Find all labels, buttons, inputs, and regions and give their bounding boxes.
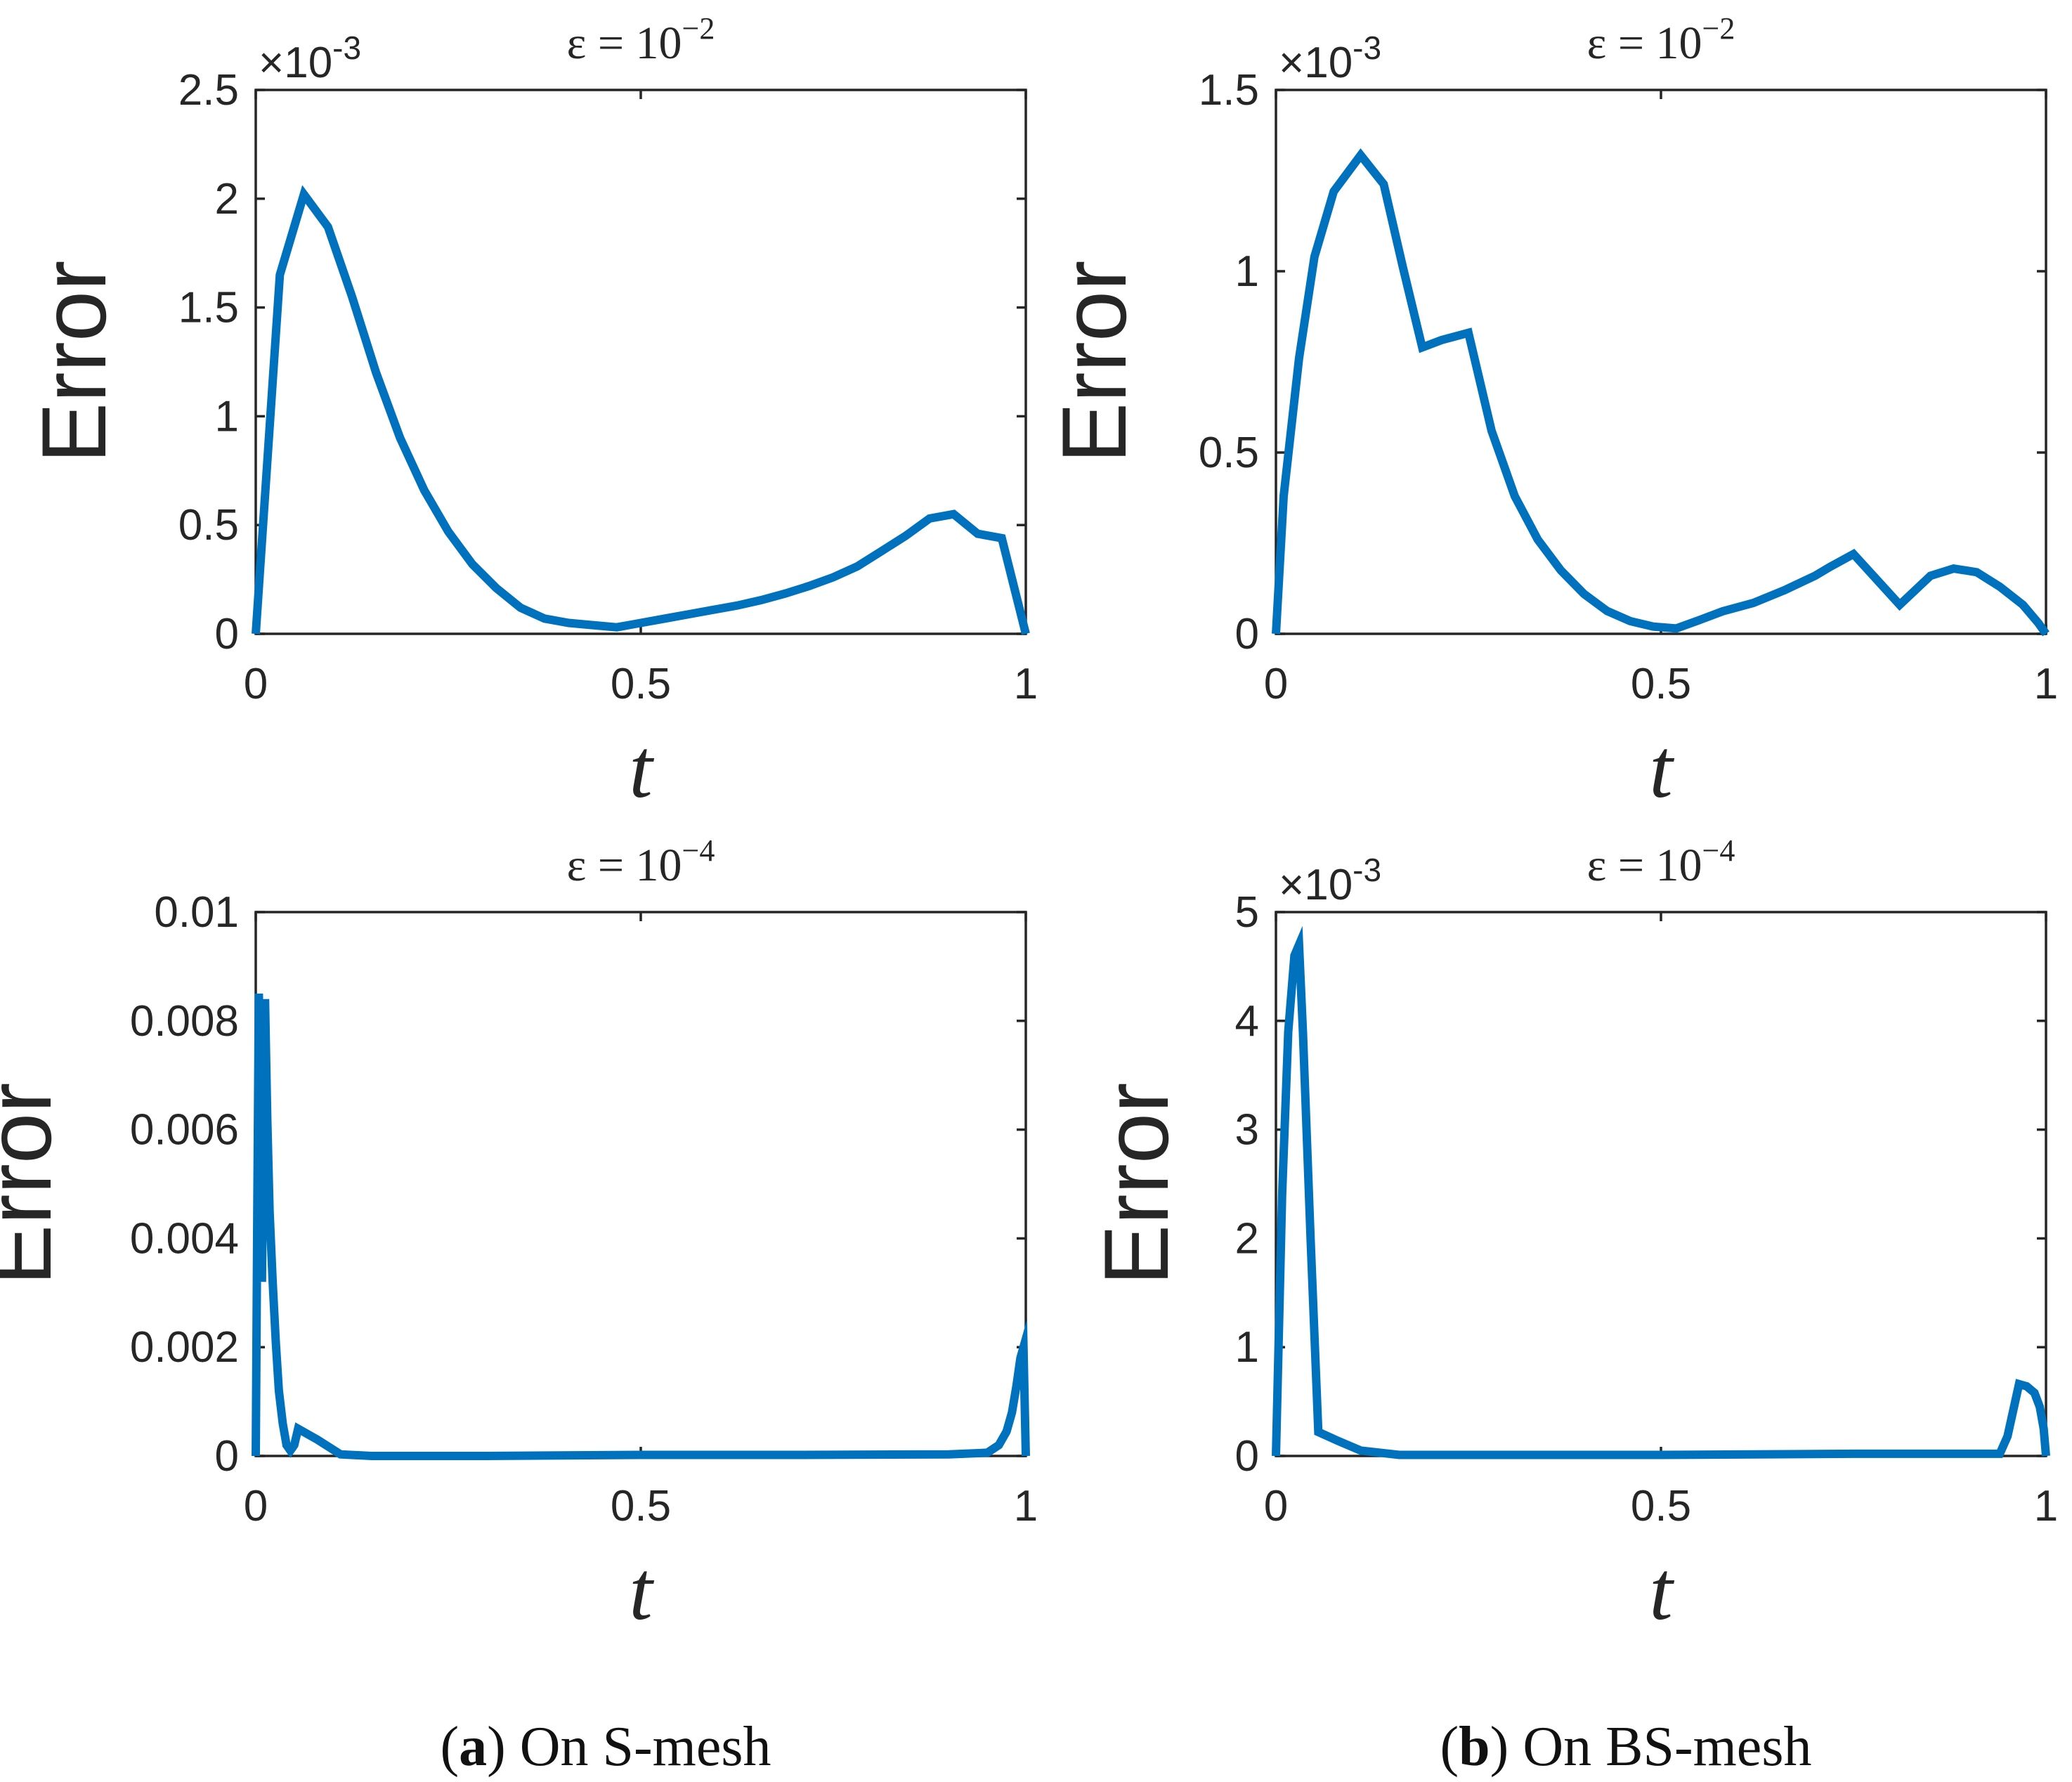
axis-exponent: ×10-3 [1279,852,1381,909]
chart-panel-1: 0 0.5 1 0 0.5 1 1.5 2 2.5 Error t ε = 10−2 ×10-3 [22,11,1038,815]
x-axis-label: t [629,722,654,815]
x-tick-label: 0 [244,660,268,708]
y-tick-label: 0.01 [154,888,239,937]
x-tick-label: 0 [244,1482,268,1530]
y-tick-label: 0.004 [130,1214,239,1263]
series-line-error [1272,925,2050,1459]
subfigure-caption: (a) On S-mesh [440,1716,771,1778]
x-axis-label: t [629,1544,654,1637]
y-tick-label: 2.5 [178,66,239,115]
series-line-error [252,185,1030,635]
chart-title-base: ε = 10 [1587,840,1702,891]
caption-text: ) On BS-mesh [1490,1716,1812,1778]
axes-box [254,911,1027,1457]
x-tick-label: 1 [1014,1482,1038,1530]
y-tick-label: 0.5 [1199,429,1259,477]
chart-title-base: ε = 10 [1587,18,1702,69]
chart-title: ε = 10−2 [567,11,715,69]
x-tick-label: 1 [2034,1482,2058,1530]
y-axis-label: Error [1043,261,1145,464]
y-tick-label: 0 [1235,610,1259,658]
y-tick-label: 1.5 [178,284,239,332]
chart-title-base: ε = 10 [567,840,682,891]
y-tick-label: 1 [215,392,239,441]
y-tick-label: 0 [1235,1432,1259,1481]
chart-panel-2: 0 0.5 1 0 0.5 1 1.5 Error t ε = 10−2 ×10-3 [1043,11,2058,815]
chart-title-exponent: −2 [682,11,715,46]
chart-title-exponent: −4 [1702,833,1735,868]
axis-exponent-base: ×10 [1279,861,1353,909]
y-tick-label: 1.5 [1199,66,1259,115]
y-tick-label: 2 [1235,1214,1259,1263]
y-tick-label: 0.002 [130,1323,239,1372]
y-axis-label: Error [22,261,125,464]
x-tick-label: 1 [1014,660,1038,708]
y-tick-label: 1 [1235,247,1259,296]
caption-letter: b [1459,1716,1490,1778]
y-tick-label: 0 [215,1432,239,1481]
axis-exponent-base: ×10 [1279,39,1353,87]
series-line-error [1272,148,2050,637]
y-tick-label: 3 [1235,1106,1259,1155]
x-tick-label: 0.5 [611,660,671,708]
y-tick-label: 0 [215,610,239,658]
x-axis-label: t [1649,722,1674,815]
caption-open-paren: ( [1440,1716,1459,1778]
y-tick-label: 0.006 [130,1106,239,1155]
x-axis-label: t [1649,1544,1674,1637]
chart-title: ε = 10−4 [567,833,715,891]
axes-box [1275,911,2047,1457]
x-tick-label: 0.5 [1631,660,1691,708]
series-line-error [252,993,1030,1460]
y-tick-label: 0.008 [130,997,239,1046]
y-tick-label: 0.5 [178,501,239,549]
x-tick-label: 0 [1264,660,1288,708]
caption-open-paren: ( [440,1716,459,1778]
chart-panel-4: 0 0.5 1 0 1 2 3 4 5 Error t ε = 10−4 ×10-3 [1085,833,2058,1637]
axes-box [1275,89,2047,635]
chart-title-base: ε = 10 [567,18,682,69]
chart-title-exponent: −4 [682,833,715,868]
y-axis-label: Error [1085,1083,1187,1286]
axis-exponent-power: -3 [332,30,361,66]
x-tick-label: 0.5 [1631,1482,1691,1530]
axis-exponent-power: -3 [1353,30,1381,66]
axis-exponent-base: ×10 [259,39,332,87]
subfigure-caption: (b) On BS-mesh [1440,1716,1812,1778]
axis-exponent: ×10-3 [259,30,361,87]
axis-exponent: ×10-3 [1279,30,1381,87]
x-tick-label: 0 [1264,1482,1288,1530]
chart-title: ε = 10−4 [1587,833,1735,891]
chart-title: ε = 10−2 [1587,11,1735,69]
axis-exponent-power: -3 [1353,852,1381,888]
caption-letter: a [459,1716,487,1778]
y-tick-label: 2 [215,175,239,223]
y-tick-label: 4 [1235,997,1259,1046]
caption-text: ) On S-mesh [487,1716,771,1778]
chart-panel-3: 0 0.5 1 0 0.002 0.004 0.006 0.008 0.01 Error t ε = … [0,833,1038,1637]
x-tick-label: 0.5 [611,1482,671,1530]
chart-title-exponent: −2 [1702,11,1735,46]
x-tick-label: 1 [2034,660,2058,708]
y-axis-label: Error [0,1083,70,1286]
y-tick-label: 5 [1235,888,1259,937]
y-tick-label: 1 [1235,1323,1259,1372]
